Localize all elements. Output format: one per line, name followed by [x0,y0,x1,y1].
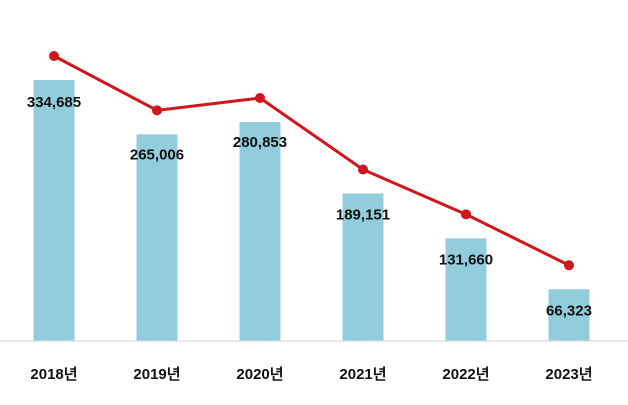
x-tick-label-4: 2022년 [442,366,489,383]
x-tick-label-0: 2018년 [30,366,77,383]
data-label-1: 265,006 [130,146,184,163]
trend-line [53,54,570,267]
x-tick-label-3: 2021년 [339,366,386,383]
bar-0 [33,80,75,341]
bar-2 [239,121,281,341]
line-point-4 [461,209,471,220]
line-point-5 [564,260,574,271]
line-point-2 [255,92,265,103]
line-series-group [49,51,574,271]
bar-5 [548,289,590,341]
line-point-0 [49,51,59,61]
x-tick-label-5: 2023년 [545,366,592,383]
data-label-5: 66,323 [546,302,592,319]
bar-1 [136,134,178,341]
line-point-1 [152,105,162,116]
data-label-4: 131,660 [439,251,493,268]
x-tick-label-1: 2019년 [133,366,180,383]
data-label-2: 280,853 [233,134,287,151]
data-label-3: 189,151 [336,206,390,223]
line-point-3 [358,164,368,175]
data-label-0: 334,685 [27,94,81,111]
bar-group [33,80,590,341]
x-tick-label-2: 2020년 [236,366,283,383]
x-tick-group: 2018년 2019년 2020년 2021년 2022년 2023년 [30,366,592,383]
data-label-group: 334,685 265,006 280,853 189,151 131,660 66,32… [27,94,592,319]
bar-4 [445,238,487,341]
bar-3 [342,193,384,341]
